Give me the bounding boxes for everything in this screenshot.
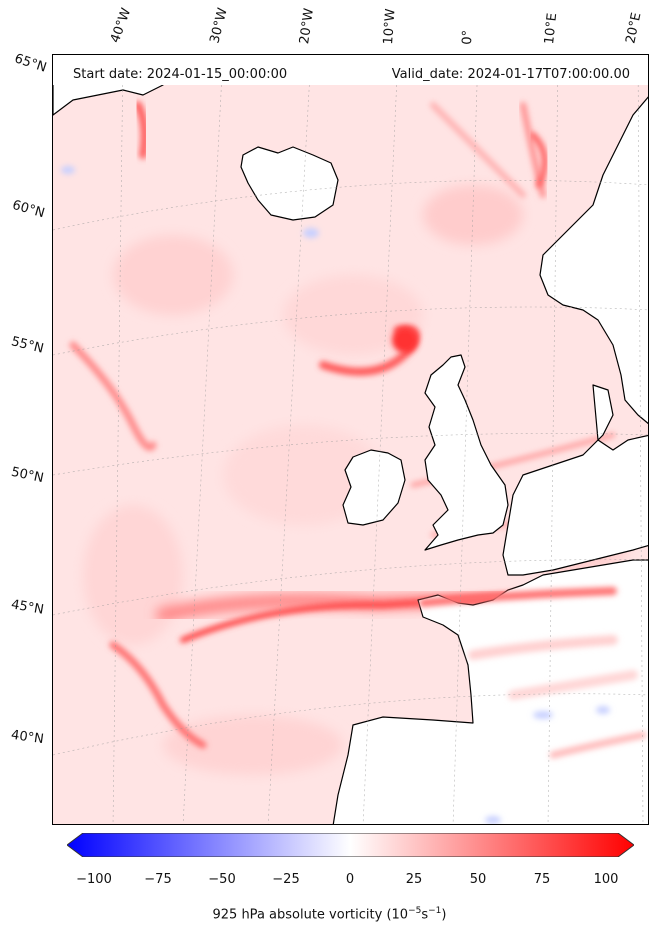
date-header: Start date: 2024-01-15_00:00:00 Valid_da… [53, 55, 648, 85]
lat-label-55n: 55°N [9, 334, 46, 357]
colorbar-tick-0: 0 [345, 872, 355, 887]
lat-label-65n: 65°N [12, 51, 49, 76]
lat-label-45n: 45°N [9, 597, 45, 618]
valid-date-label: Valid_date: 2024-01-17T07:00:00.00 [391, 67, 630, 82]
colorbar-tick-75: 75 [533, 872, 551, 887]
lon-label-0: 0° [460, 29, 476, 45]
colorbar [67, 833, 634, 857]
lon-label-20w: 20°W [297, 7, 317, 45]
lon-label-10e: 10°E [542, 12, 561, 46]
colorbar-tick-neg75: −75 [144, 872, 172, 887]
great-britain [424, 354, 509, 551]
start-date-label: Start date: 2024-01-15_00:00:00 [73, 67, 288, 82]
lat-label-40n: 40°N [10, 727, 45, 748]
lon-label-30w: 30°W [207, 6, 231, 46]
map-canvas [53, 55, 648, 824]
iceland [240, 146, 339, 221]
lat-label-60n: 60°N [10, 197, 47, 222]
negative-vorticity-patches [61, 166, 610, 824]
colorbar-tick-neg50: −50 [208, 872, 236, 887]
scandinavia [539, 96, 648, 425]
lon-label-40w: 40°W [107, 6, 135, 45]
colorbar-tick-25: 25 [405, 872, 423, 887]
colorbar-label: 925 hPa absolute vorticity (10−5s−1) [212, 906, 447, 923]
vorticity-map[interactable]: Start date: 2024-01-15_00:00:00 Valid_da… [52, 54, 649, 825]
lat-label-50n: 50°N [9, 464, 45, 487]
lon-label-20e: 20°E [623, 11, 645, 46]
colorbar-tick-neg100: −100 [76, 872, 112, 887]
land-streaks [419, 587, 647, 759]
colorbar-tick-neg25: −25 [272, 872, 300, 887]
ireland [342, 449, 406, 526]
colorbar-tick-50: 50 [469, 872, 487, 887]
colorbar-tick-100: 100 [593, 872, 619, 887]
lon-label-10w: 10°W [381, 8, 399, 45]
northern-europe [502, 384, 648, 576]
